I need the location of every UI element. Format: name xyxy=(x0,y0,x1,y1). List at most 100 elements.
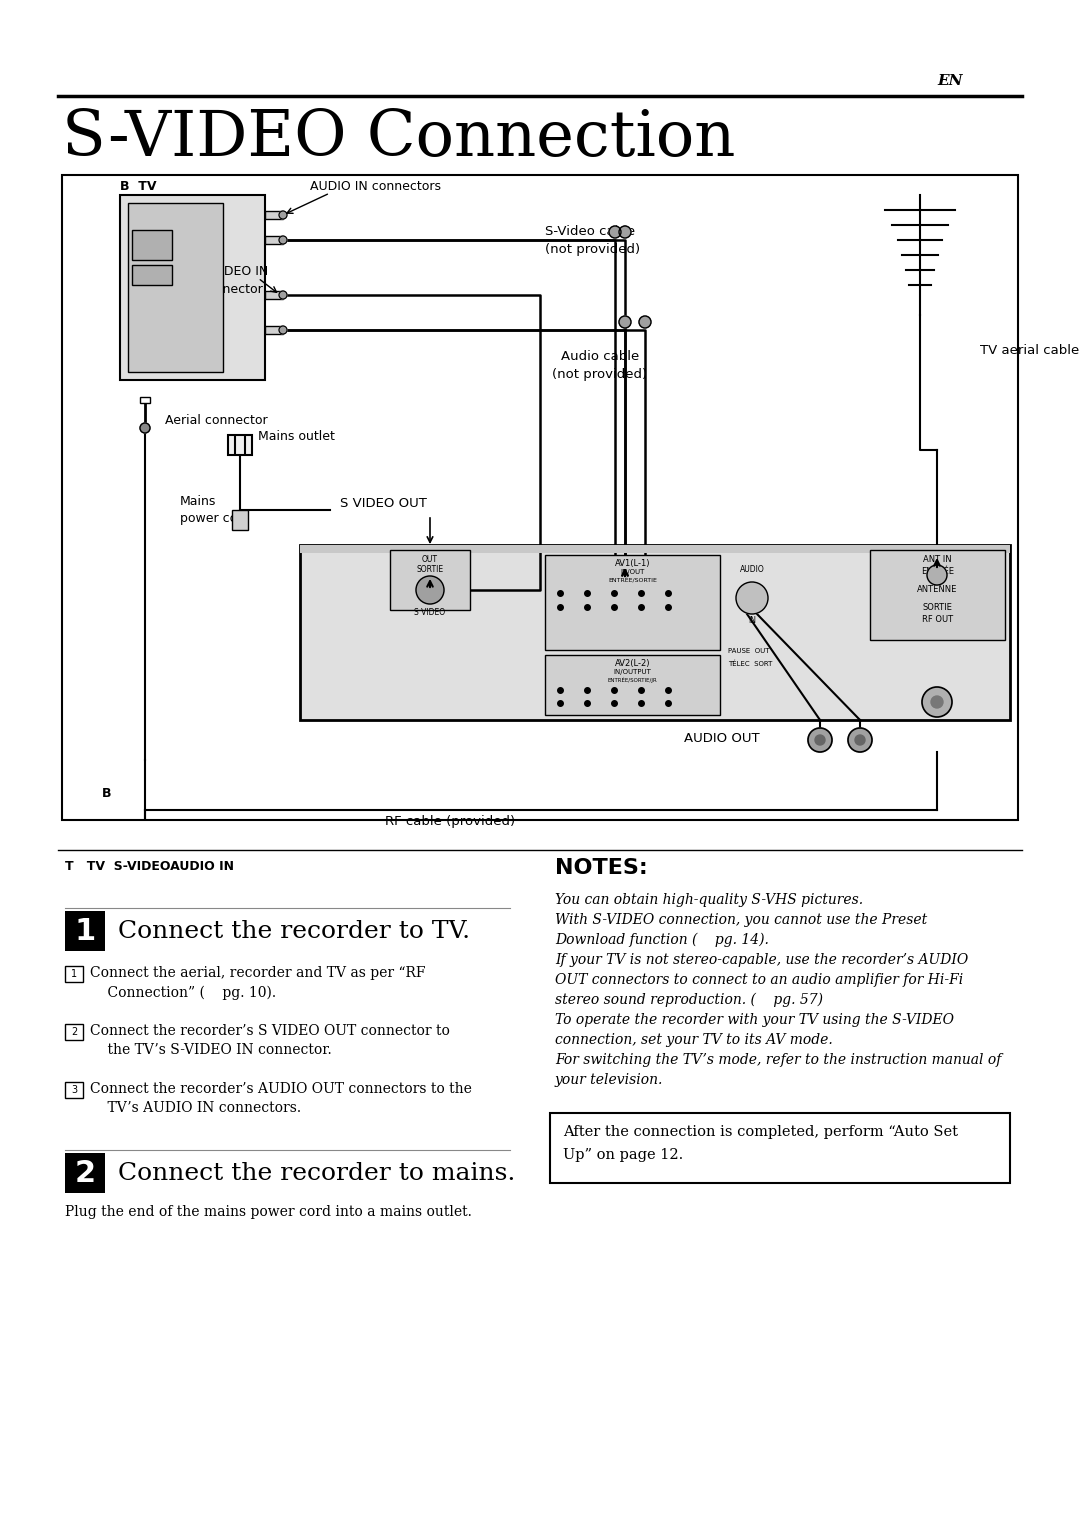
Text: Aerial connector: Aerial connector xyxy=(165,414,268,426)
Text: ANT IN: ANT IN xyxy=(923,555,951,564)
Bar xyxy=(300,545,1010,720)
Text: ENTRÉE/SORTIE: ENTRÉE/SORTIE xyxy=(608,578,657,582)
Bar xyxy=(265,235,283,244)
Text: You can obtain high-quality S-VHS pictures.: You can obtain high-quality S-VHS pictur… xyxy=(555,892,863,908)
Text: SORTIE: SORTIE xyxy=(417,565,444,575)
Circle shape xyxy=(619,316,631,329)
Bar xyxy=(232,510,248,530)
Circle shape xyxy=(927,565,947,585)
Text: B  TV: B TV xyxy=(120,180,157,193)
Text: 2: 2 xyxy=(71,1027,77,1038)
Text: Mains outlet: Mains outlet xyxy=(258,429,335,443)
Text: S-Video cable
(not provided): S-Video cable (not provided) xyxy=(545,225,640,257)
Text: 1: 1 xyxy=(71,969,77,979)
Text: Connect the aerial, recorder and TV as per “RF
    Connection” (    pg. 10).: Connect the aerial, recorder and TV as p… xyxy=(90,966,426,1001)
Circle shape xyxy=(279,290,287,299)
Text: 3: 3 xyxy=(71,1085,77,1096)
Circle shape xyxy=(639,316,651,329)
Bar xyxy=(550,1112,1010,1183)
Text: AV1(L-1): AV1(L-1) xyxy=(615,559,650,568)
Text: S-VIDEO IN
connector: S-VIDEO IN connector xyxy=(200,264,268,296)
Bar xyxy=(265,290,283,299)
Text: IN/OUT: IN/OUT xyxy=(620,568,645,575)
Circle shape xyxy=(140,423,150,432)
Circle shape xyxy=(815,735,825,746)
Text: S VIDEO OUT: S VIDEO OUT xyxy=(340,497,427,510)
Text: After the connection is completed, perform “Auto Set: After the connection is completed, perfo… xyxy=(563,1125,958,1138)
Text: Connect the recorder’s S VIDEO OUT connector to
    the TV’s S-VIDEO IN connecto: Connect the recorder’s S VIDEO OUT conne… xyxy=(90,1024,450,1057)
Text: SORTIE: SORTIE xyxy=(922,604,953,613)
Text: To operate the recorder with your TV using the S-VIDEO: To operate the recorder with your TV usi… xyxy=(555,1013,954,1027)
Bar xyxy=(129,203,222,371)
Text: For switching the TV’s mode, refer to the instruction manual of: For switching the TV’s mode, refer to th… xyxy=(555,1053,1001,1067)
Text: EN: EN xyxy=(937,73,962,89)
Bar xyxy=(62,176,1018,821)
Bar xyxy=(228,435,252,455)
Text: TÉLEC  SORT: TÉLEC SORT xyxy=(728,660,772,666)
Bar xyxy=(65,911,105,950)
Text: S-VIDEO Connection: S-VIDEO Connection xyxy=(62,108,735,170)
Text: AV2(L-2): AV2(L-2) xyxy=(615,659,650,668)
Bar xyxy=(265,211,283,219)
Text: If your TV is not stereo-capable, use the recorder’s AUDIO: If your TV is not stereo-capable, use th… xyxy=(555,953,969,967)
Text: 1: 1 xyxy=(75,917,96,946)
Text: ANTENNE: ANTENNE xyxy=(917,585,958,594)
Bar xyxy=(65,1082,83,1099)
Circle shape xyxy=(808,727,832,752)
Text: RF cable (provided): RF cable (provided) xyxy=(384,814,515,828)
Text: RF OUT: RF OUT xyxy=(922,614,953,623)
Text: Connect the recorder to mains.: Connect the recorder to mains. xyxy=(118,1161,515,1184)
Bar xyxy=(65,966,83,983)
Text: Connect the recorder’s AUDIO OUT connectors to the
    TV’s AUDIO IN connectors.: Connect the recorder’s AUDIO OUT connect… xyxy=(90,1082,472,1115)
Text: Plug the end of the mains power cord into a mains outlet.: Plug the end of the mains power cord int… xyxy=(65,1206,472,1219)
Bar xyxy=(265,325,283,335)
Bar xyxy=(65,1154,105,1193)
Text: TV aerial cable: TV aerial cable xyxy=(980,344,1079,356)
Circle shape xyxy=(279,325,287,335)
Text: Download function (    pg. 14).: Download function ( pg. 14). xyxy=(555,934,769,947)
Bar xyxy=(545,656,720,715)
Bar xyxy=(545,555,720,649)
Circle shape xyxy=(931,695,943,707)
Circle shape xyxy=(416,576,444,604)
Circle shape xyxy=(279,235,287,244)
Circle shape xyxy=(922,688,951,717)
Text: NOTES:: NOTES: xyxy=(555,859,648,879)
Bar xyxy=(390,550,470,610)
Text: AUDIO: AUDIO xyxy=(740,565,765,575)
Text: T   TV  S-VIDEOAUDIO IN: T TV S-VIDEOAUDIO IN xyxy=(65,860,234,872)
Text: AUDIO IN connectors: AUDIO IN connectors xyxy=(310,180,441,193)
Text: OUT connectors to connect to an audio amplifier for Hi-Fi: OUT connectors to connect to an audio am… xyxy=(555,973,963,987)
Circle shape xyxy=(279,211,287,219)
Circle shape xyxy=(619,226,631,238)
Text: stereo sound reproduction. (    pg. 57): stereo sound reproduction. ( pg. 57) xyxy=(555,993,823,1007)
Text: ENTRÉE: ENTRÉE xyxy=(921,567,954,576)
Circle shape xyxy=(848,727,872,752)
Bar xyxy=(132,264,172,286)
Text: S VIDEO: S VIDEO xyxy=(415,608,446,617)
Text: IN: IN xyxy=(748,616,756,625)
Text: B: B xyxy=(102,787,111,801)
Bar xyxy=(65,1024,83,1041)
Text: OUT: OUT xyxy=(422,555,438,564)
Text: 2: 2 xyxy=(75,1158,95,1187)
Bar xyxy=(870,550,1005,640)
Text: AUDIO OUT: AUDIO OUT xyxy=(685,732,760,744)
Text: your television.: your television. xyxy=(555,1073,663,1086)
Bar xyxy=(120,196,265,380)
Circle shape xyxy=(855,735,865,746)
Text: connection, set your TV to its AV mode.: connection, set your TV to its AV mode. xyxy=(555,1033,833,1047)
Text: With S-VIDEO connection, you cannot use the Preset: With S-VIDEO connection, you cannot use … xyxy=(555,914,928,927)
Text: IN/OUTPUT: IN/OUTPUT xyxy=(613,669,651,675)
Bar xyxy=(140,397,150,403)
Text: Audio cable
(not provided): Audio cable (not provided) xyxy=(553,350,648,380)
Text: ENTRÉE/SORTIE/JR: ENTRÉE/SORTIE/JR xyxy=(608,677,658,683)
Text: Mains
power cord: Mains power cord xyxy=(180,495,251,526)
Text: PAUSE  OUT: PAUSE OUT xyxy=(728,648,769,654)
Circle shape xyxy=(609,226,621,238)
Text: Up” on page 12.: Up” on page 12. xyxy=(563,1148,684,1161)
Text: Connect the recorder to TV.: Connect the recorder to TV. xyxy=(118,920,470,943)
Bar xyxy=(132,231,172,260)
Circle shape xyxy=(735,582,768,614)
Bar xyxy=(300,545,1010,553)
